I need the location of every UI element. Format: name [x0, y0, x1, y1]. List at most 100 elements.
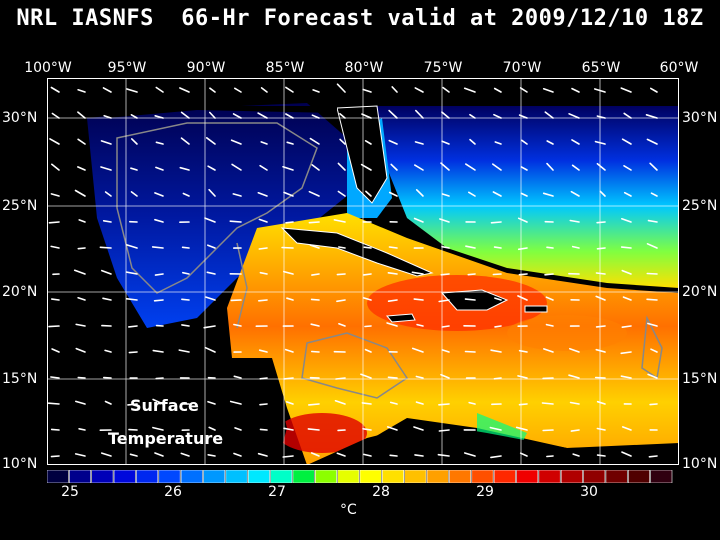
wind-arrow — [283, 270, 294, 275]
wind-arrow — [154, 273, 164, 276]
longitude-label: 80°W — [344, 60, 384, 76]
wind-arrow — [411, 347, 424, 353]
wind-arrow — [50, 193, 60, 197]
wind-arrow — [594, 140, 606, 145]
wind-arrow — [386, 426, 398, 431]
wind-arrow — [620, 375, 632, 379]
colorbar-swatch — [225, 470, 248, 483]
wind-arrow — [623, 112, 632, 119]
latitude-label: 15°N — [682, 371, 718, 387]
wind-arrow — [311, 114, 320, 119]
colorbar-swatch — [91, 470, 114, 483]
wind-arrow — [649, 403, 658, 406]
florida-peninsula — [336, 105, 388, 204]
wind-arrow — [546, 162, 554, 171]
colorbar-swatch — [180, 470, 203, 483]
wind-arrow — [283, 191, 294, 197]
colorbar-swatch — [382, 470, 405, 483]
wind-arrow — [337, 246, 346, 249]
wind-arrow — [77, 247, 86, 250]
wind-arrow — [415, 401, 424, 405]
wind-arrow — [463, 87, 476, 93]
colorbar-tick: 28 — [372, 484, 390, 500]
wind-arrow — [440, 162, 450, 171]
wind-arrow — [464, 163, 476, 171]
wind-arrow — [365, 190, 372, 197]
wind-arrow — [517, 375, 528, 379]
wind-arrow — [571, 164, 580, 171]
wind-arrow — [363, 246, 372, 249]
wind-arrow — [387, 272, 398, 275]
wind-arrow — [100, 166, 112, 171]
wind-arrow — [260, 141, 268, 145]
wind-arrow — [230, 139, 242, 145]
wind-arrow — [126, 88, 138, 93]
wind-arrow — [336, 452, 346, 457]
wind-arrow — [596, 162, 606, 171]
wind-arrow — [441, 325, 450, 328]
longitude-label: 90°W — [186, 60, 226, 76]
wind-arrow — [647, 322, 658, 327]
latitude-label: 30°N — [682, 110, 718, 126]
wind-arrow — [492, 191, 502, 197]
wind-arrow — [77, 138, 86, 145]
wind-arrow — [78, 219, 86, 223]
wind-arrow — [441, 245, 450, 249]
wind-arrow — [233, 452, 242, 457]
longitude-label: 65°W — [581, 60, 621, 76]
latitude-label: 30°N — [2, 110, 38, 126]
wind-arrow — [518, 273, 528, 276]
wind-arrow — [595, 295, 606, 301]
wind-arrow — [440, 273, 450, 276]
wind-arrow — [339, 138, 346, 145]
wind-arrow — [260, 87, 268, 93]
wind-arrow — [154, 452, 164, 457]
colorbar-swatch — [605, 470, 628, 483]
wind-arrow — [442, 86, 450, 93]
wind-arrow — [647, 219, 658, 223]
wind-arrow — [204, 346, 216, 353]
wind-arrow — [518, 403, 528, 406]
wind-arrow — [569, 219, 580, 223]
wind-arrow — [490, 455, 502, 459]
wind-arrow — [311, 164, 320, 171]
wind-arrow — [153, 299, 164, 302]
wind-arrow — [284, 348, 294, 353]
wind-arrow — [234, 427, 242, 431]
wind-arrow — [50, 245, 60, 249]
wind-arrow — [77, 111, 86, 119]
wind-arrow — [363, 453, 372, 457]
wind-arrow — [131, 138, 138, 145]
wind-arrow — [387, 299, 398, 302]
wind-arrow — [180, 111, 190, 119]
wind-arrow — [490, 349, 502, 353]
wind-arrow — [74, 400, 86, 405]
wind-arrow — [336, 273, 346, 276]
temperature-colorbar — [47, 470, 673, 483]
wind-arrow — [621, 451, 632, 457]
wind-arrow — [469, 138, 476, 145]
wind-arrow — [542, 348, 554, 353]
wind-arrow — [415, 189, 424, 197]
wind-arrow — [465, 245, 476, 249]
wind-arrow — [518, 349, 528, 353]
wind-arrow — [546, 140, 554, 145]
wind-arrow — [414, 454, 424, 457]
longitude-label: 75°W — [423, 60, 463, 76]
wind-arrow — [50, 455, 60, 458]
wind-arrow — [599, 190, 606, 197]
wind-arrow — [154, 218, 164, 223]
colorbar-swatch — [113, 470, 136, 483]
wind-arrow — [648, 455, 658, 458]
wind-arrow — [231, 163, 242, 171]
wind-arrow — [283, 377, 294, 380]
wind-arrow — [386, 322, 398, 327]
colorbar-swatch — [493, 470, 516, 483]
wind-arrow — [517, 217, 528, 223]
wind-arrow — [127, 403, 138, 406]
wind-arrow — [310, 298, 320, 301]
wind-arrow — [285, 221, 294, 224]
map-label-temperature: Temperature — [108, 429, 224, 448]
wind-arrow — [387, 376, 398, 379]
wind-arrow — [438, 429, 450, 432]
